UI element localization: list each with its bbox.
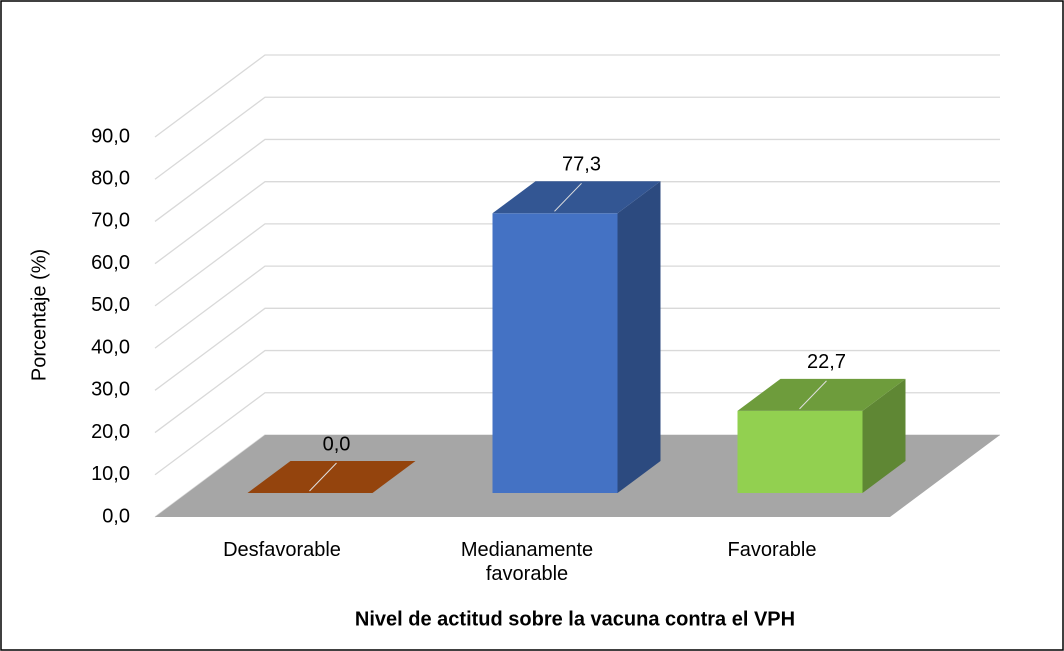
y-tick-label: 50,0 [91,294,130,316]
bar-side [617,181,661,493]
leader-line [554,182,582,212]
y-tick-label: 80,0 [91,168,130,190]
y-tick-label: 20,0 [91,421,130,443]
grid-line [154,307,1000,391]
grid-line [154,138,1000,222]
bar [492,213,618,493]
grid-line [154,265,1000,349]
bar-top [492,181,661,214]
leader-line [309,462,337,492]
bar [737,410,863,493]
y-tick-label: 10,0 [91,463,130,485]
x-tick-label: Favorable [727,539,817,561]
data-label: 22,7 [807,351,846,373]
x-tick-label: Desfavorable [223,539,341,561]
grid-line [154,54,1000,138]
x-axis-title: Nivel de actitud sobre la vacuna contra … [355,608,795,630]
leader-line [799,380,827,410]
y-tick-label: 40,0 [91,336,130,358]
grid-line [154,181,1000,265]
y-tick-label: 0,0 [102,505,130,527]
data-label: 77,3 [562,154,601,176]
y-tick-label: 30,0 [91,379,130,401]
grid-line [154,96,1000,180]
y-axis-title: Porcentaje (%) [28,249,50,381]
bar-top [737,378,906,411]
bar-top [247,461,416,493]
grid-line [154,349,1000,434]
grid-line [154,223,1000,307]
data-label: 0,0 [323,433,351,455]
y-tick-label: 60,0 [91,252,130,274]
grid-line [154,392,1000,476]
bar-side [862,378,906,493]
x-tick-label: Medianamente favorable [460,539,594,585]
y-tick-label: 90,0 [91,125,130,147]
y-tick-label: 70,0 [91,210,130,232]
